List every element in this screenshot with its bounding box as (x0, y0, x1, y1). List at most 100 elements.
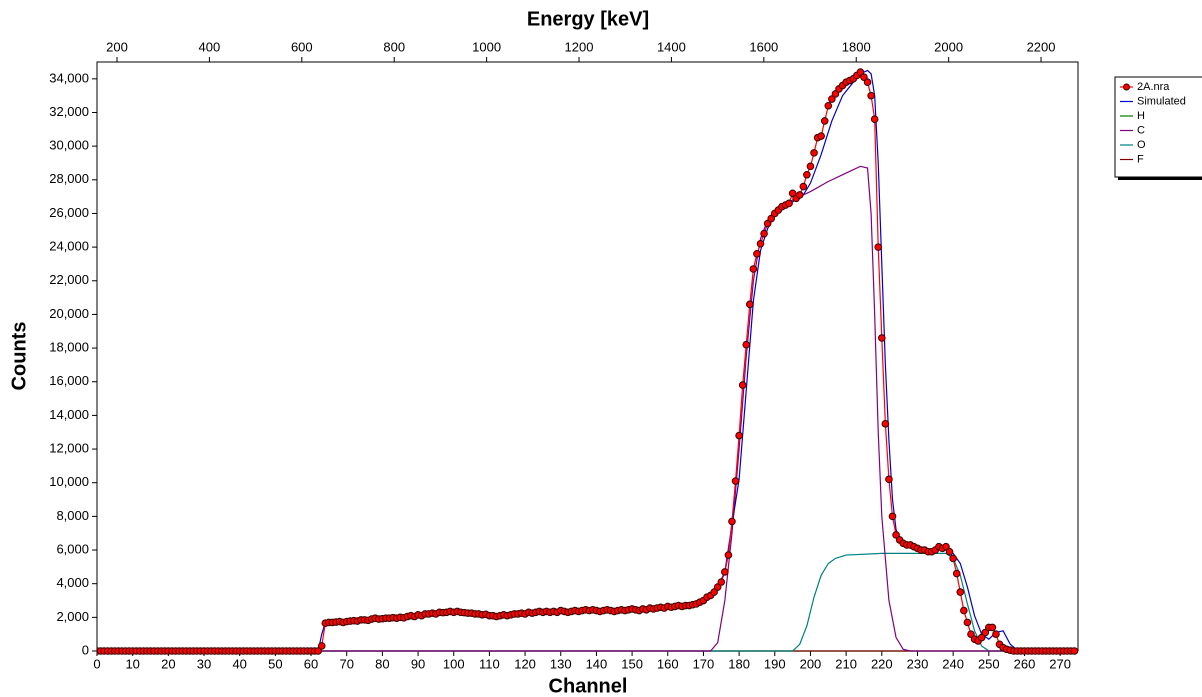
y-tick-label: 20,000 (49, 306, 89, 321)
y-tick-label: 22,000 (49, 272, 89, 287)
y-tick-label: 18,000 (49, 340, 89, 355)
x-tick-label: 80 (375, 656, 389, 671)
data-point (977, 633, 986, 642)
data-point (788, 189, 797, 198)
data-point (824, 101, 833, 110)
data-point (874, 243, 883, 251)
plot-frame (96, 61, 1079, 652)
data-point (945, 547, 954, 556)
data-point (1070, 647, 1078, 655)
y-tick-label: 2,000 (56, 609, 89, 624)
y-tick-label: 30,000 (49, 138, 89, 153)
data-point (760, 229, 768, 238)
x-tick-label: 220 (871, 656, 893, 671)
data-point (892, 531, 900, 539)
series-line (97, 69, 1078, 652)
top-tick-label: 600 (291, 39, 313, 54)
data-point (717, 578, 726, 586)
x-tick-label: 260 (1014, 656, 1036, 671)
data-point (856, 68, 865, 76)
x-tick-label: 190 (764, 656, 786, 671)
data-point (867, 91, 875, 100)
x-tick-label: 10 (125, 656, 139, 671)
x-tick-label: 50 (268, 656, 282, 671)
y-tick-label: 14,000 (49, 407, 89, 422)
x-tick-label: 210 (835, 656, 857, 671)
top-axis-title: Energy [keV] (527, 8, 649, 30)
y-tick-label: 16,000 (49, 373, 89, 388)
x-tick-label: 30 (197, 656, 211, 671)
data-point (799, 182, 808, 191)
y-axis-title: Counts (8, 322, 30, 391)
y-tick-label: 4,000 (56, 575, 89, 590)
data-point (860, 73, 868, 81)
legend-label: O (1137, 139, 1146, 151)
top-tick-label: 2000 (934, 39, 963, 54)
data-point (746, 300, 754, 309)
plot-area (97, 68, 1078, 655)
data-point (863, 78, 872, 86)
x-tick-label: 180 (728, 656, 750, 671)
data-point (952, 569, 961, 578)
data-point (963, 618, 972, 627)
top-tick-label: 1200 (565, 39, 594, 54)
x-tick-label: 240 (942, 656, 964, 671)
data-point (738, 381, 747, 389)
top-tick-label: 2200 (1027, 39, 1056, 54)
data-point (753, 250, 761, 258)
data-point (967, 630, 975, 638)
x-tick-label: 200 (800, 656, 822, 671)
data-point (317, 642, 326, 650)
y-tick-label: 8,000 (56, 508, 89, 523)
y-tick-label: 34,000 (49, 70, 89, 85)
y-tick-label: 6,000 (56, 541, 89, 556)
legend-label: Simulated (1137, 95, 1186, 107)
x-tick-label: 130 (550, 656, 572, 671)
series-line (97, 552, 1078, 652)
top-tick-label: 200 (106, 39, 128, 54)
x-tick-label: 150 (621, 656, 643, 671)
data-point (828, 95, 836, 103)
data-point (767, 214, 776, 223)
top-tick-label: 1600 (749, 39, 778, 54)
x-tick-label: 110 (479, 656, 500, 671)
y-tick-label: 24,000 (49, 239, 89, 254)
data-point (749, 265, 758, 273)
x-tick-label: 20 (161, 656, 175, 671)
x-tick-label: 100 (443, 656, 465, 671)
data-point (949, 554, 957, 563)
data-point (981, 628, 990, 637)
top-tick-label: 1400 (657, 39, 686, 54)
x-tick-label: 60 (304, 656, 318, 671)
x-tick-label: 250 (978, 656, 1000, 671)
data-point (888, 512, 897, 521)
x-tick-label: 0 (93, 656, 100, 671)
data-point (988, 623, 997, 632)
data-point (314, 647, 322, 655)
data-point (960, 606, 968, 615)
data-point (806, 162, 815, 171)
x-tick-label: 270 (1049, 656, 1071, 671)
data-point (820, 117, 829, 125)
data-point (721, 568, 729, 576)
y-tick-label: 26,000 (49, 205, 89, 220)
y-tick-label: 0 (82, 642, 89, 657)
top-tick-label: 1000 (472, 39, 501, 54)
legend-marker (1123, 83, 1130, 91)
x-tick-label: 90 (411, 656, 425, 671)
data-point (728, 517, 736, 526)
legend-box (1114, 76, 1202, 178)
data-point (735, 431, 743, 440)
x-axis-title: Channel (549, 675, 628, 697)
y-tick-label: 12,000 (49, 440, 89, 455)
x-tick-label: 160 (657, 656, 679, 671)
data-point (803, 170, 811, 179)
data-point (724, 551, 733, 559)
data-point (710, 588, 718, 596)
top-tick-label: 400 (199, 39, 221, 54)
top-tick-label: 1800 (842, 39, 871, 54)
series-line (97, 71, 1075, 652)
data-point (713, 583, 722, 591)
